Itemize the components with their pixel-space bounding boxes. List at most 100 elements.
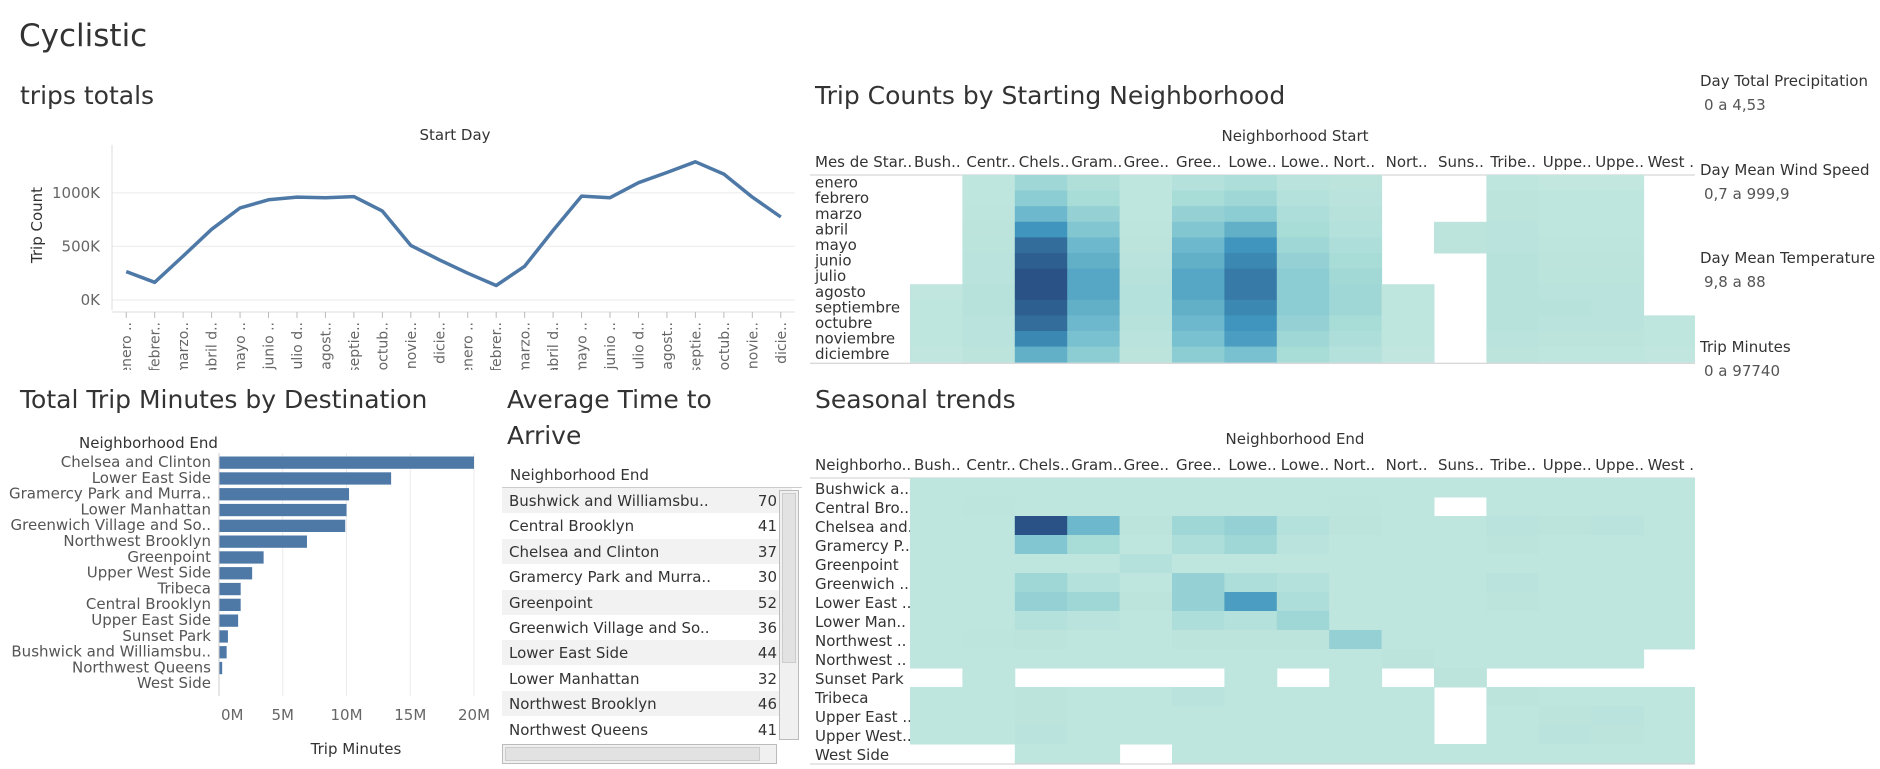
- heatmap-cell[interactable]: [910, 497, 963, 517]
- heatmap-cell[interactable]: [1119, 284, 1173, 301]
- heatmap-cell[interactable]: [1329, 725, 1383, 745]
- heatmap-cell[interactable]: [1119, 315, 1173, 332]
- heatmap-cell[interactable]: [1329, 190, 1383, 207]
- heatmap-cell[interactable]: [1172, 268, 1225, 285]
- heatmap-cell[interactable]: [1067, 237, 1121, 254]
- bar[interactable]: [219, 567, 253, 580]
- heatmap-cell[interactable]: [1591, 630, 1645, 650]
- heatmap-cell[interactable]: [1014, 331, 1068, 348]
- heatmap-cell[interactable]: [1538, 744, 1592, 764]
- heatmap-cell[interactable]: [1172, 237, 1225, 254]
- heatmap-cell[interactable]: [1067, 346, 1121, 363]
- legend-wind-speed[interactable]: Day Mean Wind Speed 0,7 a 999,9: [1700, 161, 1870, 203]
- heatmap-cell[interactable]: [1591, 221, 1645, 238]
- heatmap-cell[interactable]: [1224, 478, 1278, 498]
- heatmap-cell[interactable]: [1224, 706, 1278, 726]
- heatmap-cell[interactable]: [1538, 554, 1592, 574]
- heatmap-cell[interactable]: [1486, 516, 1540, 536]
- heatmap-cell[interactable]: [1381, 535, 1435, 555]
- heatmap-cell[interactable]: [1119, 535, 1173, 555]
- heatmap-cell[interactable]: [1538, 592, 1592, 612]
- vertical-scrollbar[interactable]: [779, 490, 799, 740]
- heatmap-cell[interactable]: [1486, 299, 1540, 316]
- heatmap-cell[interactable]: [1643, 573, 1695, 593]
- heatmap-cell[interactable]: [962, 668, 1016, 688]
- heatmap-cell[interactable]: [1329, 668, 1383, 688]
- heatmap-cell[interactable]: [1486, 649, 1540, 669]
- heatmap-cell[interactable]: [1486, 206, 1540, 223]
- heatmap-cell[interactable]: [1591, 253, 1645, 270]
- heatmap-cell[interactable]: [1172, 175, 1225, 192]
- heatmap-cell[interactable]: [1224, 284, 1278, 301]
- heatmap-cell[interactable]: [1486, 630, 1540, 650]
- heatmap-start-neighborhood[interactable]: Neighborhood Start Mes de Star.. Bush.. Cen…: [810, 125, 1695, 365]
- bar[interactable]: [219, 630, 228, 643]
- heatmap-cell[interactable]: [1224, 554, 1278, 574]
- heatmap-cell[interactable]: [1591, 592, 1645, 612]
- heatmap-cell[interactable]: [1224, 535, 1278, 555]
- heatmap-cell[interactable]: [1067, 284, 1121, 301]
- heatmap-cell[interactable]: [1014, 744, 1068, 764]
- heatmap-cell[interactable]: [1224, 206, 1278, 223]
- heatmap-cell[interactable]: [1067, 687, 1121, 707]
- heatmap-cell[interactable]: [910, 611, 963, 631]
- heatmap-cell[interactable]: [1224, 516, 1278, 536]
- heatmap-cell[interactable]: [1014, 573, 1068, 593]
- heatmap-cell[interactable]: [1172, 253, 1225, 270]
- heatmap-cell[interactable]: [910, 573, 963, 593]
- heatmap-cell[interactable]: [1329, 497, 1383, 517]
- heatmap-cell[interactable]: [1276, 237, 1330, 254]
- heatmap-cell[interactable]: [1224, 268, 1278, 285]
- heatmap-cell[interactable]: [1486, 190, 1540, 207]
- heatmap-cell[interactable]: [1434, 649, 1487, 669]
- heatmap-cell[interactable]: [1276, 611, 1330, 631]
- heatmap-cell[interactable]: [1067, 592, 1121, 612]
- heatmap-cell[interactable]: [962, 497, 1016, 517]
- bar[interactable]: [219, 488, 350, 501]
- heatmap-cell[interactable]: [1014, 299, 1068, 316]
- bar[interactable]: [219, 661, 223, 675]
- heatmap-cell[interactable]: [1486, 535, 1540, 555]
- heatmap-cell[interactable]: [1381, 554, 1435, 574]
- heatmap-cell[interactable]: [962, 611, 1016, 631]
- heatmap-cell[interactable]: [962, 221, 1016, 238]
- heatmap-cell[interactable]: [1014, 535, 1068, 555]
- heatmap-cell[interactable]: [1538, 221, 1592, 238]
- heatmap-cell[interactable]: [1067, 253, 1121, 270]
- heatmap-cell[interactable]: [1591, 706, 1645, 726]
- heatmap-cell[interactable]: [1224, 237, 1278, 254]
- heatmap-cell[interactable]: [962, 346, 1016, 363]
- heatmap-cell[interactable]: [1329, 744, 1383, 764]
- heatmap-cell[interactable]: [1381, 284, 1435, 301]
- heatmap-cell[interactable]: [1224, 611, 1278, 631]
- heatmap-cell[interactable]: [1172, 687, 1225, 707]
- heatmap-cell[interactable]: [1276, 497, 1330, 517]
- heatmap-cell[interactable]: [1434, 554, 1487, 574]
- bar[interactable]: [219, 551, 264, 564]
- heatmap-cell[interactable]: [1329, 592, 1383, 612]
- heatmap-cell[interactable]: [910, 346, 963, 363]
- heatmap-cell[interactable]: [1329, 206, 1383, 223]
- destination-bar-chart[interactable]: Neighborhood End 0M 5M 10M 15M 20M Trip Minute…: [0, 425, 500, 765]
- heatmap-cell[interactable]: [1591, 268, 1645, 285]
- heatmap-cell[interactable]: [910, 478, 963, 498]
- heatmap-cell[interactable]: [1172, 706, 1225, 726]
- heatmap-cell[interactable]: [1276, 725, 1330, 745]
- heatmap-cell[interactable]: [1067, 554, 1121, 574]
- heatmap-cell[interactable]: [1276, 478, 1330, 498]
- heatmap-cell[interactable]: [962, 725, 1016, 745]
- heatmap-cell[interactable]: [1329, 237, 1383, 254]
- heatmap-cell[interactable]: [962, 206, 1016, 223]
- heatmap-cell[interactable]: [1329, 175, 1383, 192]
- heatmap-cell[interactable]: [1119, 706, 1173, 726]
- heatmap-cell[interactable]: [1067, 190, 1121, 207]
- heatmap-cell[interactable]: [1067, 175, 1121, 192]
- heatmap-cell[interactable]: [1486, 497, 1540, 517]
- heatmap-cell[interactable]: [1329, 253, 1383, 270]
- heatmap-cell[interactable]: [1276, 706, 1330, 726]
- heatmap-cell[interactable]: [1224, 299, 1278, 316]
- heatmap-cell[interactable]: [1172, 611, 1225, 631]
- heatmap-cell[interactable]: [1014, 221, 1068, 238]
- heatmap-cell[interactable]: [910, 725, 963, 745]
- heatmap-cell[interactable]: [1329, 478, 1383, 498]
